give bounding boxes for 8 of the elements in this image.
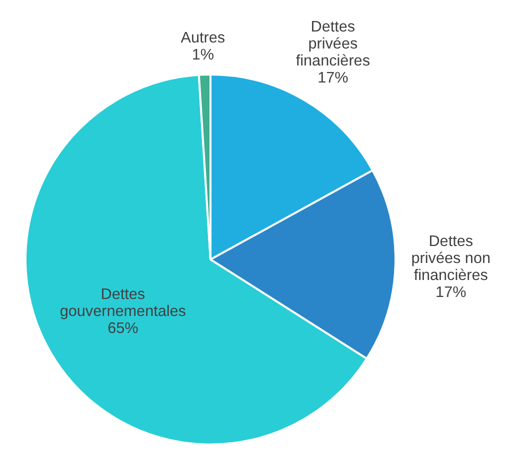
- slice-label: Dettes privées financières: [296, 18, 370, 70]
- data-label: 17%: [318, 69, 349, 86]
- slice-label: Autres: [180, 30, 226, 46]
- data-label: 65%: [108, 320, 139, 337]
- data-label: 17%: [436, 284, 467, 302]
- data-label: 1%: [192, 46, 214, 64]
- slice-label: Dettes gouvernementales: [60, 286, 186, 320]
- slice-label: Dettes privées non financières: [411, 233, 491, 284]
